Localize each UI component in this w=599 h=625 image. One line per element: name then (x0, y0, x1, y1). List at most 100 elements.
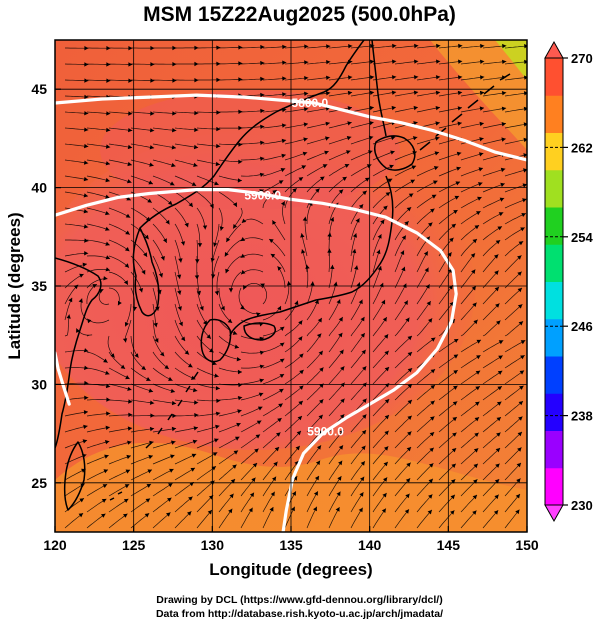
streamline-arrowhead (272, 476, 277, 482)
streamline-arrowhead (383, 461, 388, 467)
streamline-arrowhead (282, 92, 287, 97)
streamline-arrowhead (127, 440, 132, 445)
streamline-arrowhead (233, 224, 238, 229)
streamline-arrowhead (520, 355, 525, 360)
streamline-arrowhead (215, 424, 220, 429)
x-tick-label: 130 (201, 537, 225, 553)
streamline-arrowhead (105, 161, 110, 166)
streamline-arrowhead (149, 426, 155, 432)
streamline-arrowhead (518, 241, 524, 246)
streamline-arrowhead (327, 248, 332, 253)
streamline-arrowhead (176, 274, 182, 279)
colorbar-min-arrow (544, 504, 564, 523)
y-axis-label: Latitude (degrees) (5, 212, 24, 359)
streamline-arrowhead (127, 426, 133, 431)
streamline-arrowhead (383, 205, 388, 211)
streamline-arrowhead (392, 43, 397, 49)
streamline-arrowhead (413, 90, 419, 95)
streamline-arrowhead (435, 75, 441, 80)
streamline-arrowhead (259, 378, 264, 383)
streamline-arrowhead (279, 374, 285, 378)
streamline-arrowhead (304, 60, 309, 65)
streamline-arrowhead (305, 264, 310, 269)
streamline-arrowhead (149, 440, 154, 445)
y-tick-label: 35 (31, 278, 47, 294)
streamline-arrowhead (358, 299, 363, 305)
streamline-arrowhead (314, 475, 319, 481)
streamline-arrowhead (406, 447, 412, 452)
streamline-arrowhead (519, 385, 524, 390)
y-tick-label: 45 (31, 81, 47, 97)
streamline-arrowhead (170, 388, 175, 393)
streamline-arrowhead (457, 106, 462, 111)
streamline-arrowhead (237, 178, 242, 183)
streamline-arrowhead (403, 300, 408, 305)
streamline-arrowhead (238, 77, 243, 82)
streamline-arrowhead (451, 448, 457, 453)
streamline-arrowhead (237, 369, 242, 375)
streamline-arrowhead (190, 375, 196, 380)
streamline-arrowhead (498, 212, 504, 217)
streamline-arrowhead (500, 167, 506, 173)
streamline-arrowhead (194, 400, 199, 405)
streamline-arrowhead (457, 121, 462, 126)
colorbar-segment (545, 95, 563, 133)
streamline-arrowhead (292, 491, 296, 496)
streamline-arrowhead (138, 288, 144, 293)
streamline-arrowhead (435, 106, 440, 111)
streamline-arrowhead (470, 253, 476, 258)
streamline-arrowhead (177, 290, 182, 295)
streamline-arrowhead (342, 176, 347, 181)
contour-line (55, 188, 458, 532)
streamline-arrowhead (202, 225, 208, 230)
colorbar-segment (545, 244, 563, 282)
streamline-arrowhead (517, 431, 522, 437)
streamline-arrowhead (360, 316, 365, 322)
streamline-arrowhead (168, 200, 173, 205)
streamline-arrowhead (123, 498, 129, 503)
streamline-arrowhead (277, 306, 282, 311)
streamline-arrowhead (447, 252, 452, 257)
streamline-arrowhead (146, 484, 152, 488)
streamline-arrowhead (412, 136, 418, 141)
streamline-arrowhead (502, 59, 507, 64)
streamline-arrowhead (286, 281, 292, 286)
streamline-arrowhead (326, 60, 331, 65)
streamline-arrowhead (123, 280, 128, 285)
streamline-arrowhead (348, 75, 353, 80)
streamline-arrowhead (143, 252, 148, 257)
streamline-arrowhead (434, 151, 440, 156)
streamline-arrowhead (339, 349, 344, 355)
map-title: MSM 15Z22Aug2025 (500.0hPa) (143, 3, 456, 26)
streamline-arrowhead (381, 508, 386, 513)
streamline-arrowhead (172, 128, 177, 133)
streamline-arrowhead (495, 303, 500, 308)
streamline-arrowhead (260, 92, 265, 98)
streamline-arrowhead (148, 180, 153, 185)
streamline-arrowhead (79, 498, 84, 503)
streamline-arrowhead (141, 269, 146, 275)
streamline-arrowhead (214, 373, 219, 378)
streamline-arrowhead (501, 122, 506, 127)
streamline-arrowhead (194, 110, 199, 116)
streamline-arrowhead (322, 164, 328, 169)
streamline-arrowhead (150, 413, 155, 418)
streamline-arrowhead (233, 450, 239, 455)
streamline-arrowhead (404, 221, 409, 226)
streamline-arrowhead (83, 410, 88, 415)
streamline-arrowhead (479, 121, 484, 127)
streamline-arrowhead (315, 188, 320, 193)
streamline-arrowhead (495, 463, 500, 468)
streamline-arrowhead (405, 317, 410, 323)
streamline-arrowhead (84, 365, 89, 370)
streamline-arrowhead (326, 75, 331, 80)
streamline-arrowhead (407, 368, 413, 373)
green-corner (495, 40, 527, 80)
colorbar-tick-label: 262 (571, 140, 593, 155)
streamline-arrowhead (128, 78, 133, 83)
streamline-arrowhead (105, 383, 111, 389)
streamline-arrowhead (146, 377, 151, 381)
grid-lines (55, 40, 527, 532)
streamline-arrowhead (519, 370, 525, 375)
streamline-arrowhead (128, 46, 133, 51)
